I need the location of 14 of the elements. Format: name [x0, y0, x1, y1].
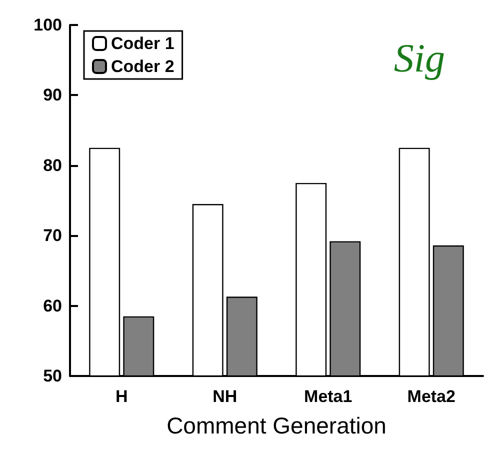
y-tick-label: 100 — [34, 16, 62, 34]
annotation: Sig — [394, 36, 446, 80]
y-tick-label: 60 — [43, 296, 62, 316]
y-tick-label: 80 — [43, 156, 62, 175]
y-tick-label: 70 — [43, 226, 62, 246]
x-axis-title: Comment Generation — [166, 412, 386, 438]
legend-label: Coder 1 — [111, 34, 174, 53]
y-tick-label: 90 — [43, 86, 62, 105]
x-tick-label: Meta2 — [407, 387, 456, 406]
y-tick-label: 50 — [43, 366, 62, 386]
x-tick-label: NH — [212, 387, 238, 406]
x-tick-label: Meta1 — [304, 387, 352, 406]
x-tick-label: H — [115, 387, 128, 406]
legend-label: Coder 2 — [111, 57, 174, 76]
